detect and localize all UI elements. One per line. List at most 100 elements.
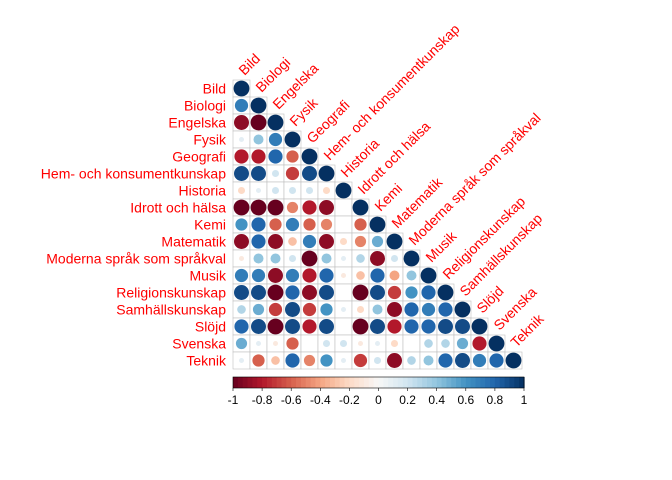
corr-circle bbox=[269, 218, 282, 231]
corr-circle bbox=[322, 186, 331, 195]
grid-cell bbox=[402, 334, 421, 353]
grid-cell bbox=[334, 198, 353, 217]
row-label: Bild bbox=[203, 81, 226, 97]
legend-segment bbox=[271, 377, 278, 388]
corr-circle bbox=[404, 302, 419, 317]
legend-segment bbox=[402, 377, 409, 388]
corr-circle bbox=[237, 186, 246, 195]
corr-circle bbox=[267, 284, 284, 301]
corr-circle bbox=[386, 233, 403, 250]
legend-segment bbox=[320, 377, 326, 388]
corr-circle bbox=[373, 356, 382, 365]
corr-circle bbox=[370, 285, 385, 300]
corr-circle bbox=[267, 318, 284, 335]
row-label: Hem- och konsumentkunskap bbox=[41, 166, 226, 182]
corr-circle bbox=[375, 341, 380, 346]
corr-circle bbox=[234, 98, 249, 113]
legend-segment bbox=[368, 377, 375, 388]
row-label: Samhällskunskap bbox=[116, 302, 226, 318]
legend-tick-label: -0.8 bbox=[252, 393, 273, 407]
corr-circle bbox=[390, 254, 399, 263]
corr-circle bbox=[489, 353, 504, 368]
legend-segment bbox=[436, 377, 443, 388]
legend-tick-label: 0.6 bbox=[457, 393, 474, 407]
legend-segment bbox=[349, 377, 355, 388]
corr-circle bbox=[285, 302, 300, 317]
corr-circle bbox=[250, 97, 267, 114]
corr-circle bbox=[454, 301, 471, 318]
corr-circle bbox=[234, 268, 249, 283]
legend-segment bbox=[262, 377, 268, 388]
corr-circle bbox=[341, 256, 346, 261]
legend-segment bbox=[465, 377, 472, 388]
corr-circle bbox=[421, 285, 436, 300]
corr-circle bbox=[253, 134, 264, 145]
legend-segment bbox=[519, 377, 525, 388]
corr-circle bbox=[251, 268, 266, 283]
legend-segment bbox=[514, 377, 520, 388]
corr-circle bbox=[302, 302, 317, 317]
corr-circle bbox=[268, 268, 283, 283]
legend-segment bbox=[233, 377, 239, 388]
corr-circle bbox=[286, 150, 299, 163]
legend-segment bbox=[339, 377, 346, 388]
legend-segment bbox=[475, 377, 481, 388]
corr-circle bbox=[302, 234, 317, 249]
corr-circle bbox=[271, 186, 280, 195]
legend-segment bbox=[281, 377, 287, 388]
legend-segment bbox=[276, 377, 283, 388]
corr-circle bbox=[268, 149, 283, 164]
corr-circle bbox=[421, 319, 436, 334]
corr-circle bbox=[234, 149, 249, 164]
corr-circle bbox=[322, 339, 331, 348]
corr-circle bbox=[256, 188, 261, 193]
corr-circle bbox=[371, 235, 384, 248]
corr-circle bbox=[286, 337, 299, 350]
row-label: Svenska bbox=[172, 336, 226, 352]
corr-circle bbox=[438, 319, 453, 334]
corr-circle bbox=[341, 358, 346, 363]
legend-segment bbox=[252, 377, 258, 388]
row-label: Idrott och hälsa bbox=[130, 200, 226, 216]
corr-circle bbox=[284, 131, 301, 148]
legend-segment bbox=[451, 377, 457, 388]
grid-cell bbox=[334, 317, 353, 336]
corr-circle bbox=[239, 137, 244, 142]
corr-circle bbox=[319, 200, 334, 215]
corr-circle bbox=[270, 253, 281, 264]
corr-circle bbox=[320, 303, 333, 316]
corr-circle bbox=[303, 218, 316, 231]
corr-circle bbox=[286, 201, 299, 214]
corr-circle bbox=[239, 358, 244, 363]
corr-circle bbox=[235, 218, 248, 231]
corr-circle bbox=[358, 341, 363, 346]
corr-circle bbox=[234, 285, 249, 300]
corr-circle bbox=[302, 285, 317, 300]
legend-segment bbox=[344, 377, 350, 388]
corr-circle bbox=[341, 307, 346, 312]
legend-tick-label: 1 bbox=[521, 393, 528, 407]
corr-circle bbox=[234, 166, 249, 181]
legend-segment bbox=[247, 377, 253, 388]
corr-circle bbox=[321, 253, 332, 264]
corr-circle bbox=[455, 353, 470, 368]
corr-circle bbox=[268, 302, 283, 317]
corr-circle bbox=[234, 234, 249, 249]
corr-circle bbox=[302, 268, 317, 283]
grid-cell bbox=[300, 334, 319, 353]
corr-circle bbox=[285, 268, 300, 283]
legend-segment bbox=[373, 377, 380, 388]
corr-circle bbox=[319, 268, 334, 283]
corr-circle bbox=[437, 284, 454, 301]
legend-segment bbox=[378, 377, 384, 388]
corr-circle bbox=[438, 353, 453, 368]
legend-segment bbox=[417, 377, 423, 388]
corr-circle bbox=[320, 218, 333, 231]
corr-circle bbox=[251, 149, 266, 164]
legend-tick-label: -0.4 bbox=[310, 393, 331, 407]
corr-circle bbox=[320, 354, 333, 367]
corr-circle bbox=[421, 302, 436, 317]
corr-circle bbox=[456, 337, 469, 350]
corr-circle bbox=[234, 319, 249, 334]
corr-circle bbox=[387, 285, 402, 300]
